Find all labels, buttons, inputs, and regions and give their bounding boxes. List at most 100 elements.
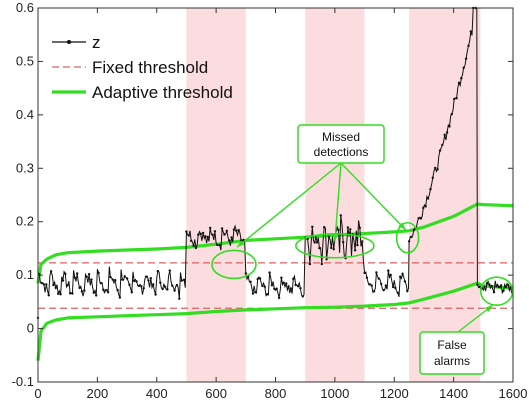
z-point: [223, 233, 226, 236]
z-point: [142, 287, 145, 290]
z-series: [36, 6, 513, 320]
z-point: [54, 286, 57, 290]
x-tick-label: 1000: [320, 386, 349, 401]
z-point: [64, 272, 67, 275]
z-point: [125, 277, 129, 280]
z-point: [469, 30, 472, 33]
z-point: [299, 287, 302, 290]
z-point: [209, 226, 212, 230]
z-point: [197, 233, 200, 236]
z-point: [228, 239, 231, 242]
z-point: [192, 244, 195, 247]
legend-label-fixed: Fixed threshold: [92, 58, 208, 77]
z-point: [154, 293, 157, 296]
z-point: [78, 286, 81, 290]
z-point: [457, 81, 461, 85]
z-point: [121, 278, 124, 281]
z-point: [109, 275, 112, 279]
adaptive-threshold-series: [36, 202, 514, 361]
z-point: [166, 288, 169, 291]
missed-arrowhead-2: [332, 233, 339, 242]
z-point: [268, 271, 271, 274]
z-point: [147, 279, 150, 282]
z-point: [52, 283, 55, 287]
z-point: [225, 229, 228, 233]
axes: 0 200 400 600 800 1000 1200 1400 1600-0.100.10.2…: [12, 0, 528, 401]
z-point: [244, 272, 247, 275]
z-point: [275, 287, 278, 290]
z-point: [313, 241, 316, 244]
y-tick-label: 0.5: [16, 53, 34, 68]
z-point: [261, 284, 264, 288]
z-point: [156, 269, 160, 273]
legend-marker-z: [67, 40, 71, 44]
z-point: [337, 228, 340, 231]
x-tick-label: 800: [265, 386, 287, 401]
z-point: [426, 197, 430, 200]
z-point: [419, 217, 423, 220]
z-point: [204, 235, 207, 238]
z-point: [116, 288, 119, 292]
z-point: [429, 187, 432, 191]
z-point: [190, 239, 193, 242]
z-point: [448, 125, 451, 128]
z-point: [83, 289, 86, 292]
z-point: [502, 289, 505, 292]
z-point: [211, 233, 214, 236]
z-point: [213, 230, 217, 233]
z-point: [464, 57, 468, 60]
z-point: [445, 131, 449, 134]
z-point: [443, 133, 446, 136]
missed-detections-label: detections: [314, 145, 369, 159]
z-point: [254, 291, 257, 294]
z-point: [287, 285, 290, 288]
z-point: [492, 291, 496, 294]
z-point: [453, 97, 456, 101]
z-point: [76, 272, 79, 275]
missed-detections-label: Missed: [322, 130, 360, 144]
z-point: [99, 282, 103, 285]
z-point: [40, 281, 43, 285]
z-point: [163, 285, 167, 288]
z-point: [201, 231, 205, 235]
legend-label-adaptive: Adaptive threshold: [92, 83, 233, 102]
z-point: [220, 227, 224, 230]
z-point: [294, 283, 297, 287]
z-point: [66, 284, 69, 287]
legend: z Fixed threshold Adaptive threshold: [52, 33, 233, 102]
z-point: [407, 240, 411, 243]
missed-arrow-1: [236, 162, 342, 248]
z-point: [485, 282, 489, 285]
shaded-regions: [186, 8, 481, 382]
z-point: [460, 77, 463, 80]
y-tick-label: 0.3: [16, 160, 34, 175]
missed-arrowhead-3: [398, 222, 406, 230]
z-point: [57, 292, 60, 295]
z-point: [431, 176, 434, 179]
z-point: [289, 287, 293, 290]
shaded-region-1: [186, 8, 246, 382]
z-point: [61, 279, 65, 282]
z-point: [49, 270, 53, 273]
y-tick-label: 0.1: [16, 267, 34, 282]
z-point: [182, 278, 186, 281]
z-point: [363, 271, 366, 275]
z-point: [144, 275, 148, 278]
z-point: [403, 280, 407, 283]
x-tick-label: 0: [34, 386, 41, 401]
z-point: [199, 232, 202, 236]
z-point: [436, 168, 439, 171]
z-point: [175, 283, 179, 287]
z-point: [102, 288, 105, 291]
z-point: [232, 228, 236, 231]
z-point: [332, 248, 335, 251]
z-point: [488, 283, 491, 286]
z-point: [90, 278, 93, 281]
z-point: [382, 289, 385, 292]
z-point: [467, 44, 470, 47]
z-point: [235, 229, 238, 232]
z-point: [497, 285, 500, 289]
z-point: [59, 293, 62, 296]
z-point: [349, 228, 352, 231]
z-point: [251, 292, 255, 295]
